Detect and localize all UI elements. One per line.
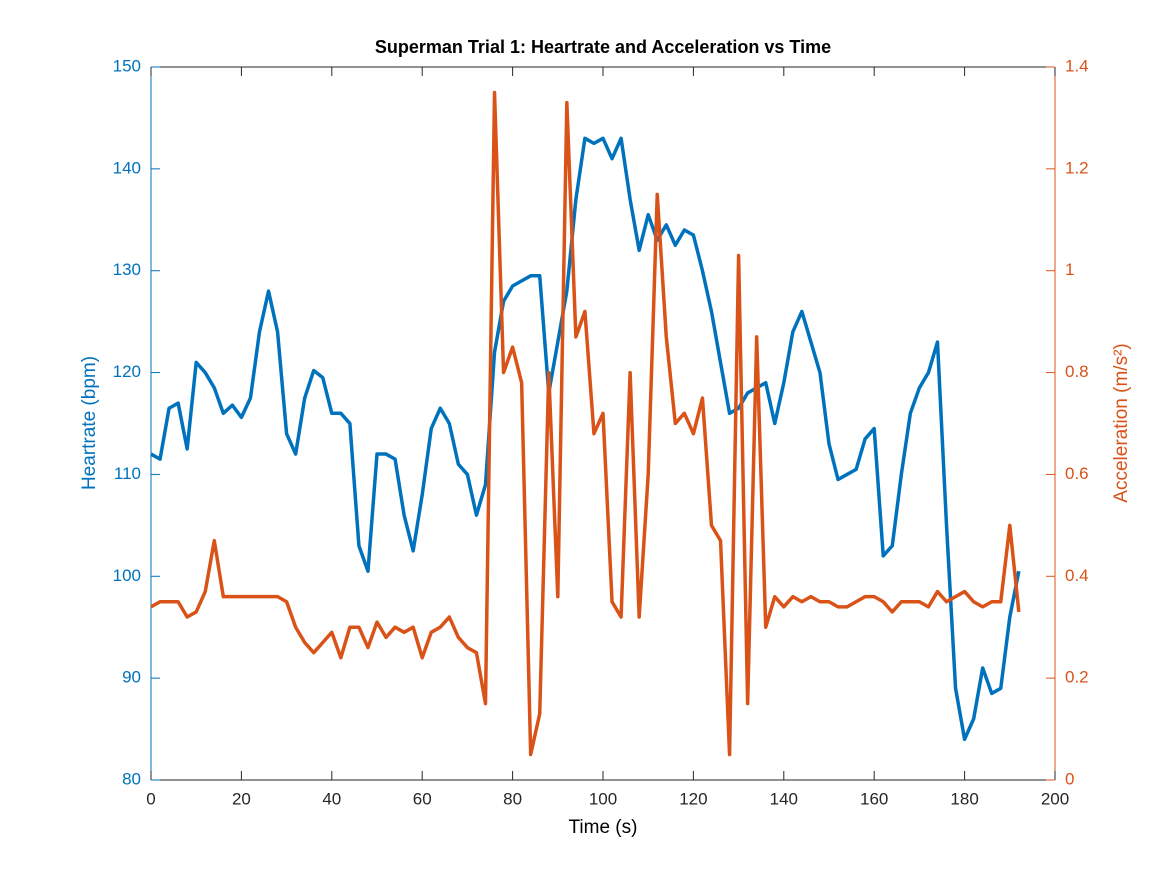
series-line [150,90,1021,757]
x-tick-label: 180 [950,789,978,808]
y2-tick-label: 0.6 [1065,464,1089,483]
y-tick-label: 130 [113,260,141,279]
y2-tick-label: 0.2 [1065,668,1089,687]
y-tick-label: 150 [113,56,141,75]
y-tick-label: 90 [122,668,141,687]
x-tick-label: 120 [679,789,707,808]
y-tick-label: 120 [113,362,141,381]
y2-tick-label: 1.4 [1065,56,1089,75]
x-tick-label: 80 [503,789,522,808]
x-tick-label: 100 [589,789,617,808]
chart-title: Superman Trial 1: Heartrate and Accelera… [375,37,831,57]
x-tick-label: 20 [232,789,251,808]
y2-tick-label: 0.4 [1065,566,1089,585]
x-axis-label: Time (s) [569,817,638,838]
y-tick-label: 140 [113,158,141,177]
y2-axis-label: Acceleration (m/s²) [1111,343,1132,502]
y-tick-label: 80 [122,769,141,788]
x-tick-label: 0 [146,789,155,808]
y2-tick-label: 1 [1065,260,1074,279]
x-tick-label: 60 [413,789,432,808]
y2-tick-label: 0.8 [1065,362,1089,381]
y2-tick-label: 1.2 [1065,158,1089,177]
y-axis-label: Heartrate (bpm) [79,356,100,490]
x-tick-label: 160 [860,789,888,808]
y-tick-label: 110 [114,464,141,483]
y-tick-label: 100 [113,566,141,585]
y2-tick-label: 0 [1065,769,1074,788]
series-line [150,136,1021,742]
x-tick-label: 40 [322,789,341,808]
x-tick-label: 200 [1041,789,1069,808]
x-tick-label: 140 [770,789,798,808]
